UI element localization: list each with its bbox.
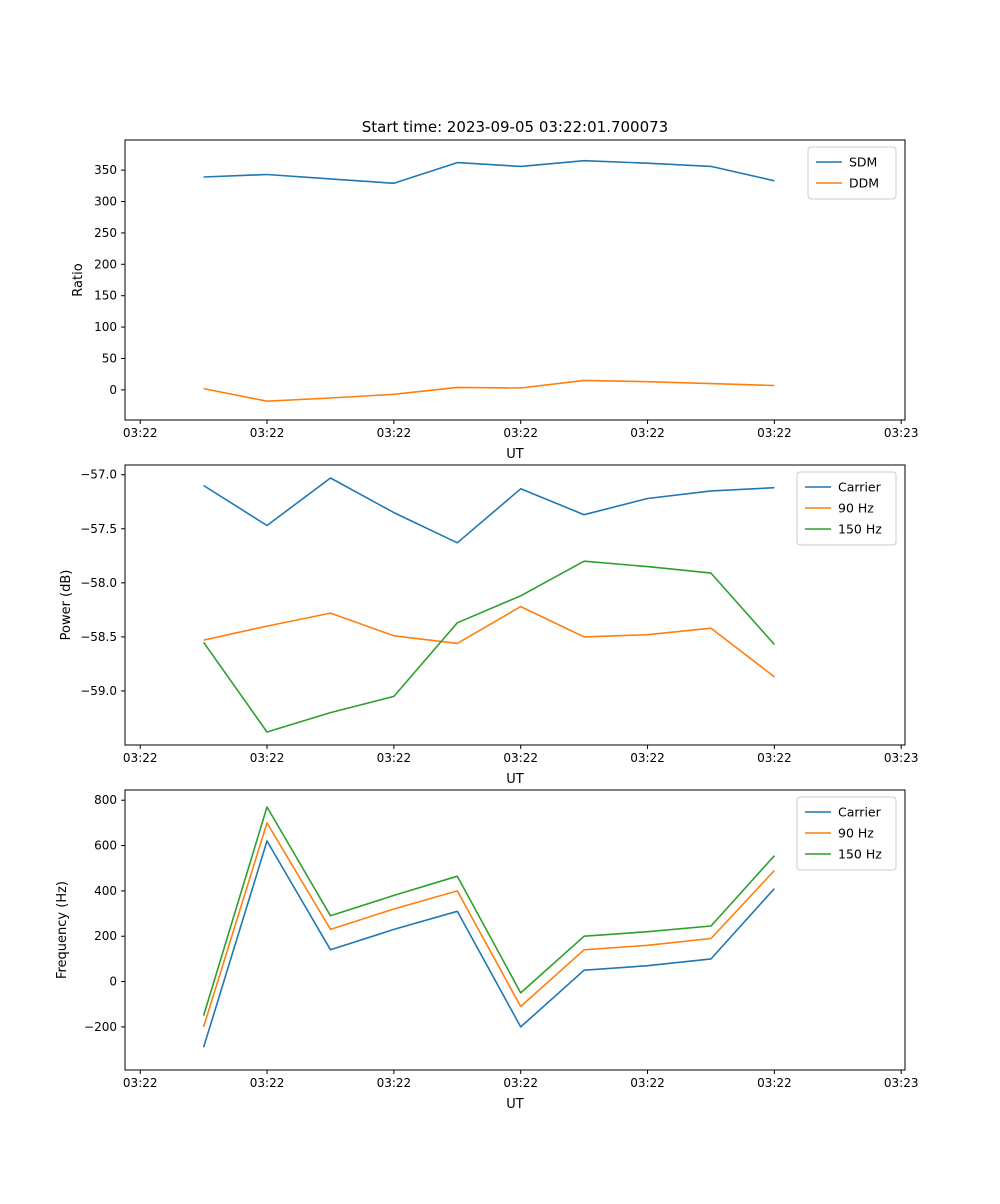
- legend-label-150-hz: 150 Hz: [838, 847, 882, 862]
- chart-3: 03:22 03:22 03:22 03:22 03:22 03:22 03:23 −200 0…: [55, 789, 919, 1112]
- legend-label-carrier: Carrier: [838, 805, 882, 820]
- x-tick-label: 03:22: [503, 751, 538, 765]
- y-tick-label: 250: [94, 226, 117, 240]
- x-axis-label: UT: [506, 447, 524, 462]
- y-tick-label: 200: [94, 257, 117, 271]
- series-line-150-hz: [202, 806, 775, 1016]
- y-axis-label: Ratio: [71, 263, 86, 296]
- x-tick-label: 03:22: [630, 751, 665, 765]
- y-tick-label: 800: [94, 793, 117, 807]
- series-line-sdm: [203, 159, 775, 185]
- y-tick-label: 400: [94, 884, 117, 898]
- y-tick-label: −57.0: [80, 468, 117, 482]
- legend-box: [796, 796, 897, 871]
- x-tick-label: 03:22: [630, 426, 665, 440]
- axis-frame: [124, 464, 906, 746]
- x-tick-label: 03:22: [123, 1076, 158, 1090]
- x-tick-label: 03:23: [884, 751, 919, 765]
- y-tick-label: 50: [102, 351, 117, 365]
- y-axis-label: Power (dB): [59, 570, 74, 641]
- y-tick-label: −58.0: [80, 576, 117, 590]
- series-line-150-hz: [202, 560, 775, 733]
- x-tick-label: 03:22: [503, 1076, 538, 1090]
- legend-label-150-hz: 150 Hz: [838, 522, 882, 537]
- series-line-90-hz: [202, 822, 775, 1028]
- legend-label-carrier: Carrier: [838, 480, 882, 495]
- series-line-carrier: [203, 477, 775, 544]
- legend-box: [807, 146, 897, 200]
- y-tick-label: 100: [94, 320, 117, 334]
- legend: Carrier 90 Hz 150 Hz: [796, 471, 897, 546]
- x-axis-label: UT: [506, 772, 524, 787]
- x-axis-label: UT: [506, 1097, 524, 1112]
- x-tick-label: 03:22: [377, 751, 412, 765]
- x-tick-label: 03:22: [123, 751, 158, 765]
- y-tick-label: −200: [84, 1020, 117, 1034]
- x-tick-label: 03:22: [250, 1076, 285, 1090]
- axis-frame: [124, 139, 906, 421]
- x-tick-label: 03:22: [250, 751, 285, 765]
- x-tick-label: 03:23: [884, 426, 919, 440]
- y-tick-label: 600: [94, 839, 117, 853]
- x-tick-label: 03:23: [884, 1076, 919, 1090]
- legend: SDM DDM: [807, 146, 897, 200]
- y-axis-label: Frequency (Hz): [55, 881, 70, 979]
- x-tick-label: 03:22: [630, 1076, 665, 1090]
- series-line-ddm: [203, 379, 775, 403]
- figure-title: Start time: 2023-09-05 03:22:01.700073: [362, 118, 668, 136]
- x-tick-label: 03:22: [503, 426, 538, 440]
- x-tick-label: 03:22: [757, 1076, 792, 1090]
- y-tick-label: 300: [94, 195, 117, 209]
- x-tick-label: 03:22: [757, 426, 792, 440]
- y-tick-label: −59.0: [80, 684, 117, 698]
- y-tick-label: 0: [109, 975, 117, 989]
- x-tick-label: 03:22: [123, 426, 158, 440]
- legend-label-90-hz: 90 Hz: [838, 826, 874, 841]
- y-tick-label: −58.5: [80, 630, 117, 644]
- legend-label-90-hz: 90 Hz: [838, 501, 874, 516]
- chart-1: 03:22 03:22 03:22 03:22 03:22 03:22 03:23 0 50 10…: [71, 118, 918, 462]
- axis-frame: [124, 789, 906, 1071]
- y-tick-label: 350: [94, 163, 117, 177]
- y-tick-label: 200: [94, 929, 117, 943]
- x-tick-label: 03:22: [250, 426, 285, 440]
- legend-label-ddm: DDM: [849, 176, 879, 191]
- x-tick-label: 03:22: [377, 426, 412, 440]
- x-tick-label: 03:22: [757, 751, 792, 765]
- y-tick-label: −57.5: [80, 522, 117, 536]
- series-line-90-hz: [203, 605, 775, 678]
- y-tick-label: 150: [94, 289, 117, 303]
- legend: Carrier 90 Hz 150 Hz: [796, 796, 897, 871]
- chart-2: 03:22 03:22 03:22 03:22 03:22 03:22 03:23 −57.0…: [59, 464, 919, 787]
- y-tick-label: 0: [109, 383, 117, 397]
- x-tick-label: 03:22: [377, 1076, 412, 1090]
- legend-box: [796, 471, 897, 546]
- series-line-carrier: [202, 840, 775, 1048]
- legend-label-sdm: SDM: [849, 155, 877, 170]
